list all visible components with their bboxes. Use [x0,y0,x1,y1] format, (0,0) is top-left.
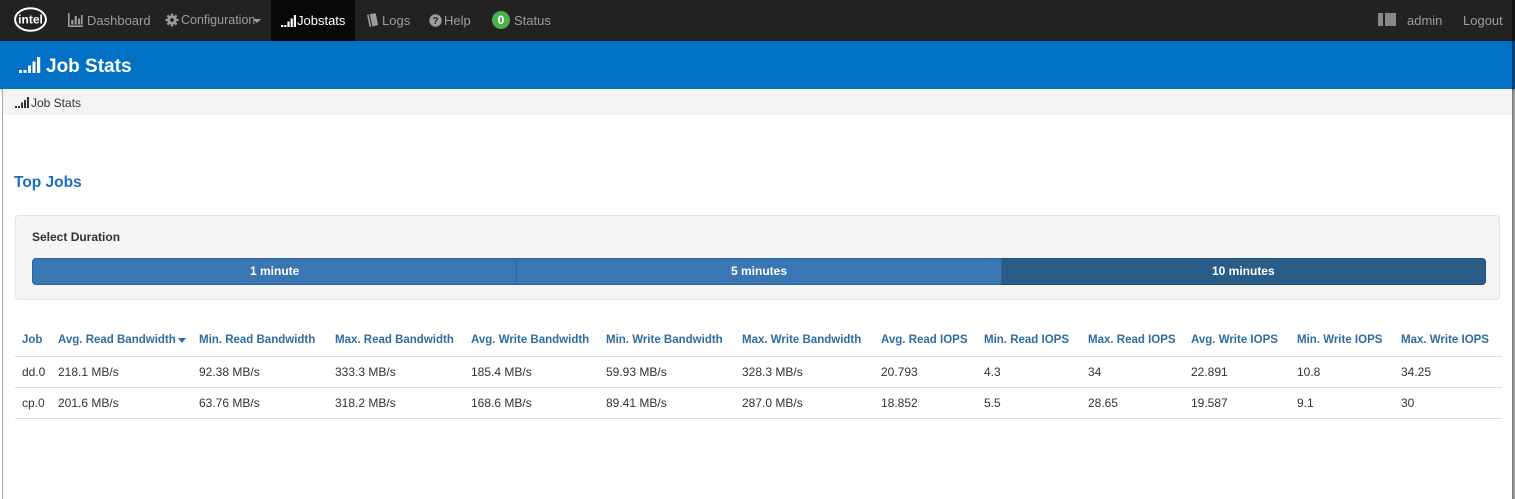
svg-text:intel: intel [18,13,43,27]
svg-text:?: ? [432,16,438,27]
